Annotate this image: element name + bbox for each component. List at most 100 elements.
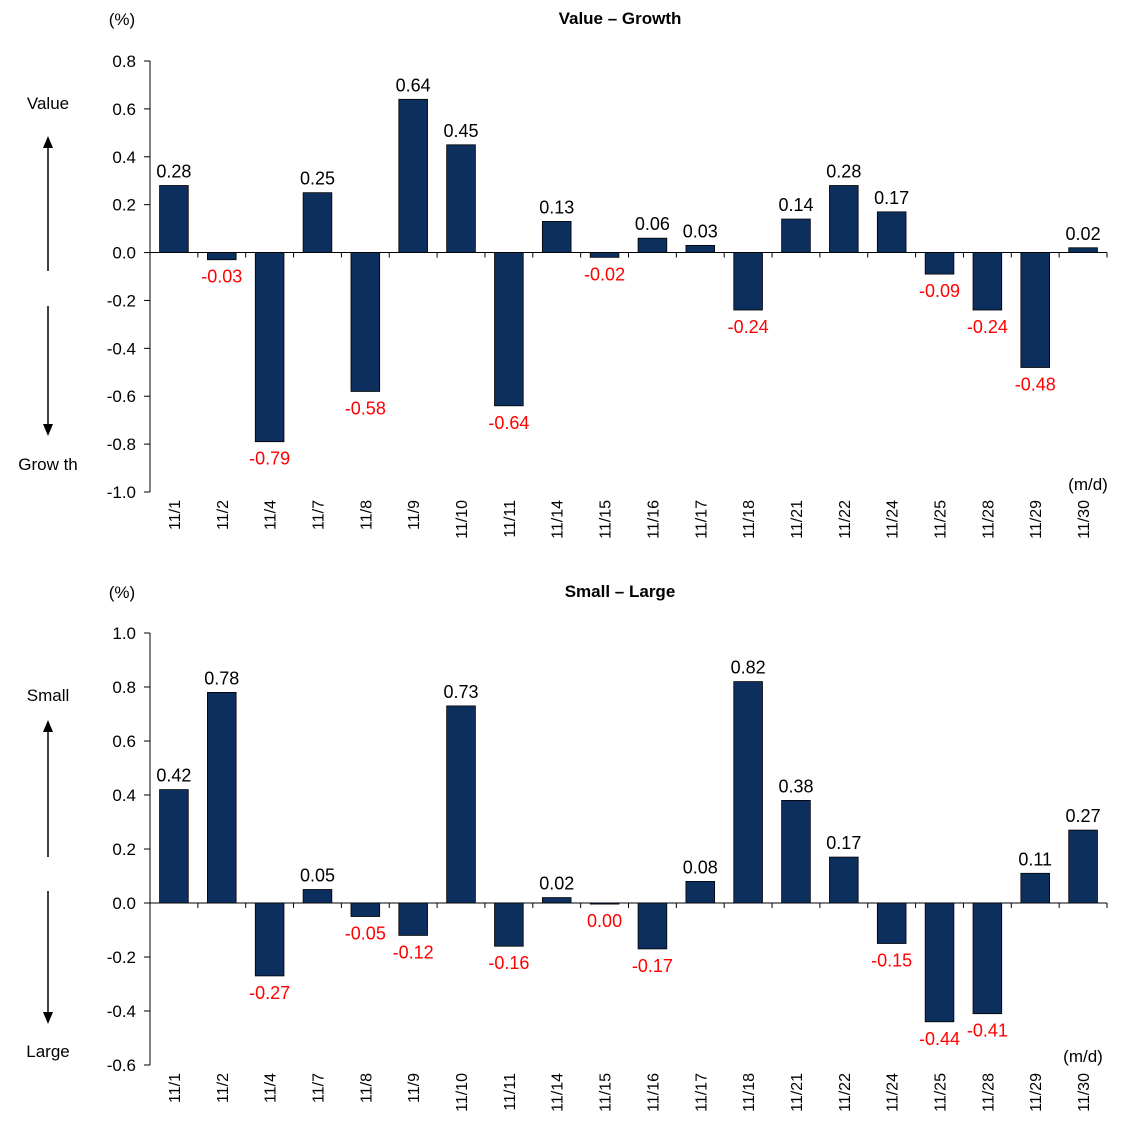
- y-tick-label: 0.6: [112, 732, 136, 751]
- x-tick-label: 11/25: [933, 500, 950, 539]
- bar: [685, 881, 716, 904]
- data-label: 0.11: [1018, 849, 1052, 869]
- bar: [829, 185, 859, 253]
- data-label: -0.05: [345, 924, 386, 944]
- bar: [541, 221, 572, 253]
- x-tick-label: 11/29: [1028, 1073, 1045, 1112]
- data-label: 0.17: [874, 188, 909, 208]
- data-label: -0.02: [584, 264, 625, 284]
- x-tick-label: 11/7: [310, 1073, 327, 1103]
- data-label: -0.24: [728, 317, 769, 337]
- data-label: -0.24: [967, 317, 1008, 337]
- bar: [924, 902, 955, 1023]
- x-tick-label: 11/7: [310, 500, 327, 530]
- bar: [350, 252, 381, 392]
- x-tick-label: 11/1: [167, 500, 184, 530]
- data-label: -0.27: [249, 983, 290, 1003]
- bar: [972, 902, 1003, 1015]
- x-tick-label: 11/9: [406, 1073, 423, 1103]
- up-arrow-icon: [43, 136, 53, 148]
- bar: [1020, 872, 1050, 904]
- data-label: 0.08: [683, 857, 718, 877]
- x-tick-label: 11/15: [598, 500, 615, 539]
- data-label: 0.28: [156, 162, 191, 182]
- bar: [207, 252, 237, 261]
- data-label: -0.03: [201, 267, 242, 287]
- data-label: 0.78: [204, 668, 239, 688]
- bar: [159, 185, 189, 253]
- y-tick-label: -0.4: [107, 1002, 136, 1021]
- y-tick-label: -0.6: [107, 1056, 136, 1075]
- data-label: -0.41: [967, 1021, 1008, 1041]
- bar: [924, 252, 955, 275]
- data-label: -0.09: [919, 281, 960, 301]
- bar: [876, 211, 907, 253]
- bar: [398, 98, 428, 253]
- data-label: -0.79: [249, 449, 290, 469]
- y-tick-label: 0.2: [112, 196, 136, 215]
- bar: [781, 800, 811, 904]
- bar: [254, 252, 285, 443]
- bar: [446, 144, 476, 253]
- x-tick-label: 11/21: [789, 1073, 806, 1112]
- x-tick-label: 11/11: [502, 500, 519, 538]
- x-tick-label: 11/24: [885, 500, 902, 539]
- bar: [589, 252, 620, 258]
- x-tick-label: 11/28: [980, 500, 997, 539]
- bar: [1068, 247, 1098, 253]
- x-tick-label: 11/2: [215, 500, 232, 530]
- x-tick-label: 11/28: [980, 1073, 997, 1112]
- y-tick-label: 0.4: [112, 148, 136, 167]
- bar: [541, 897, 572, 904]
- x-tick-label: 11/16: [645, 500, 662, 539]
- y-tick-label: 0.8: [112, 52, 136, 71]
- y-tick-label: -0.6: [107, 387, 136, 406]
- up-direction-label: Small: [27, 686, 70, 705]
- x-tick-label: 11/14: [550, 1073, 567, 1112]
- bar: [829, 856, 859, 904]
- data-label: 0.13: [539, 197, 574, 217]
- x-tick-label: 11/10: [454, 1073, 471, 1112]
- x-tick-label: 11/17: [693, 1073, 710, 1112]
- bar: [159, 789, 189, 904]
- up-arrow-icon: [43, 720, 53, 732]
- data-label: 0.45: [444, 121, 479, 141]
- data-label: 0.64: [396, 75, 431, 95]
- y-unit-label: (%): [109, 583, 135, 602]
- data-label: 0.38: [778, 776, 813, 796]
- data-label: 0.06: [635, 214, 670, 234]
- x-tick-label: 11/21: [789, 500, 806, 539]
- data-label: -0.64: [488, 413, 529, 433]
- x-tick-label: 11/8: [358, 1073, 375, 1103]
- bar: [398, 902, 428, 936]
- data-label: 0.14: [778, 195, 813, 215]
- bar: [781, 218, 811, 253]
- bar: [494, 252, 524, 407]
- bar: [972, 252, 1003, 311]
- bar: [589, 902, 620, 905]
- x-tick-label: 11/11: [502, 1073, 519, 1111]
- down-arrow-icon: [43, 1012, 53, 1024]
- data-label: 0.73: [444, 682, 479, 702]
- data-label: 0.17: [826, 833, 861, 853]
- x-tick-label: 11/24: [885, 1073, 902, 1112]
- data-label: 0.03: [683, 221, 718, 241]
- down-direction-label: Large: [26, 1042, 69, 1061]
- y-tick-label: -0.8: [107, 435, 136, 454]
- x-tick-label: 11/9: [406, 500, 423, 530]
- x-tick-label: 11/4: [263, 500, 280, 530]
- y-tick-label: 1.0: [112, 624, 136, 643]
- data-label: -0.17: [632, 956, 673, 976]
- x-tick-label: 11/18: [741, 500, 758, 539]
- data-label: 0.02: [1066, 224, 1101, 244]
- x-tick-label: 11/30: [1076, 1073, 1093, 1112]
- x-tick-label: 11/4: [263, 1073, 280, 1103]
- x-tick-label: 11/15: [598, 1073, 615, 1112]
- data-label: 0.02: [539, 874, 574, 894]
- bar: [733, 252, 763, 311]
- bar: [494, 902, 524, 947]
- bar: [876, 902, 907, 944]
- x-unit-label: (m/d): [1068, 475, 1108, 494]
- data-label: 0.42: [156, 766, 191, 786]
